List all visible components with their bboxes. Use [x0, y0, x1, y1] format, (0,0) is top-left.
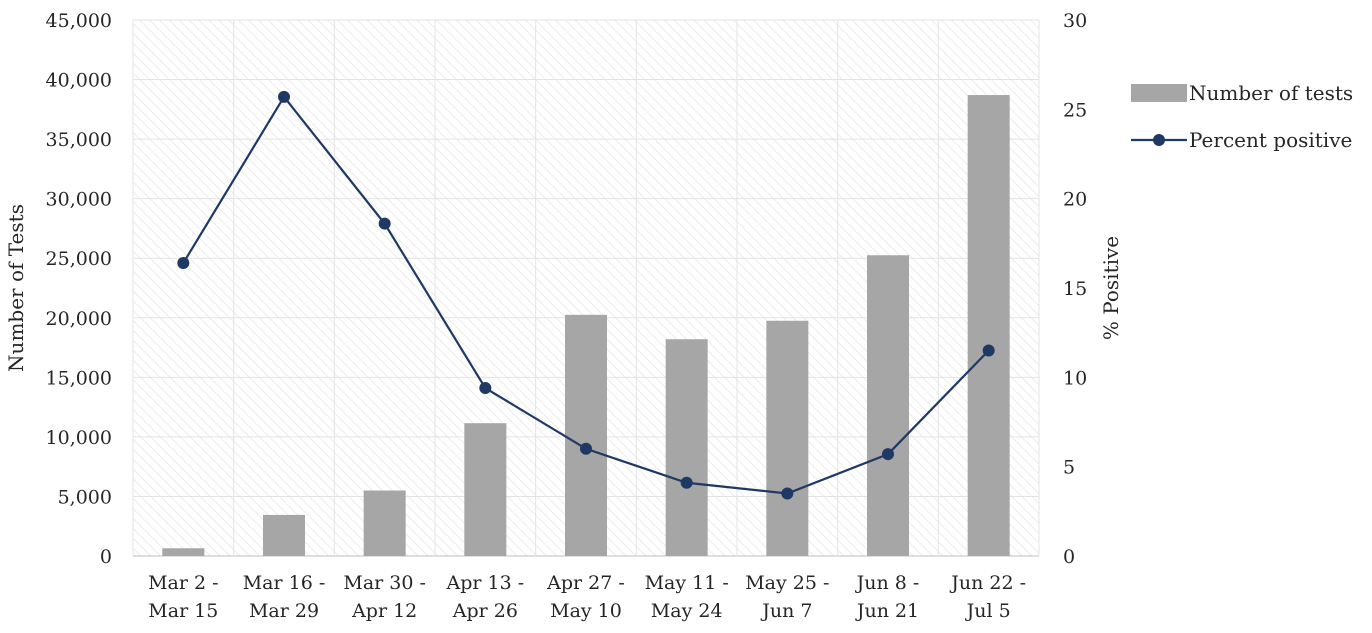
- x-tick-label: May 24: [651, 600, 723, 622]
- line-point: [278, 90, 290, 103]
- x-tick-label: Mar 30 -: [343, 572, 426, 594]
- x-tick-label: Apr 27 -: [546, 572, 625, 594]
- line-point: [177, 256, 190, 269]
- y2-axis-title: % Positive: [1099, 236, 1123, 340]
- bar: [464, 423, 507, 556]
- x-tick-label: Jun 21: [855, 600, 919, 622]
- line-point: [479, 382, 492, 395]
- y2-tick-label: 20: [1063, 189, 1087, 211]
- right-axis-tick-labels: 0 5 10 15 20 25 30: [1063, 10, 1087, 568]
- line-point: [882, 448, 894, 461]
- legend-swatch-marker: [1153, 134, 1165, 146]
- line-series-percent-positive: [177, 90, 995, 500]
- line-point: [680, 476, 693, 489]
- legend: Number of tests Percent positive: [1131, 81, 1353, 152]
- bar: [363, 490, 406, 556]
- bar: [162, 548, 205, 556]
- line-point: [378, 217, 391, 230]
- bar: [867, 255, 909, 556]
- x-axis-tick-labels: Mar 2 - Mar 15 Mar 16 - Mar 29 Mar 30 - Apr 1…: [148, 572, 1026, 622]
- y-tick-label: 10,000: [46, 427, 112, 449]
- left-axis-tick-labels: 0 5,000 10,000 15,000 20,000 25,000 30,000 35,0…: [46, 10, 112, 568]
- gridlines: [132, 19, 1040, 557]
- y2-tick-label: 30: [1063, 10, 1087, 32]
- y-tick-label: 30,000: [46, 189, 112, 211]
- x-tick-label: Apr 26: [452, 600, 518, 622]
- x-tick-label: Jun 7: [760, 600, 812, 622]
- legend-swatch-bar: [1131, 84, 1187, 102]
- y-tick-label: 40,000: [46, 70, 112, 92]
- x-tick-label: Jun 8 -: [855, 572, 920, 594]
- y2-tick-label: 25: [1063, 99, 1087, 121]
- y2-tick-label: 0: [1063, 546, 1075, 568]
- x-tick-label: May 11 -: [645, 572, 729, 594]
- bar: [967, 95, 1010, 556]
- y2-tick-label: 10: [1063, 367, 1087, 389]
- x-tick-label: May 25 -: [745, 572, 829, 594]
- y-tick-label: 5,000: [58, 486, 112, 508]
- x-tick-label: Jun 22 -: [949, 572, 1026, 594]
- x-tick-label: Jul 5: [965, 600, 1011, 622]
- y-tick-label: 25,000: [46, 248, 112, 270]
- line-point: [982, 344, 995, 357]
- bar-series-tests: [162, 95, 1010, 556]
- y-axis-title: Number of Tests: [4, 204, 28, 372]
- bar: [565, 314, 607, 556]
- legend-label-tests: Number of tests: [1189, 81, 1353, 105]
- y-tick-label: 0: [100, 546, 112, 568]
- y-tick-label: 15,000: [46, 367, 112, 389]
- y-tick-label: 45,000: [46, 10, 112, 32]
- line-point: [781, 487, 794, 500]
- line-point: [580, 442, 592, 455]
- y2-tick-label: 15: [1063, 278, 1087, 300]
- x-tick-label: Apr 13 -: [446, 572, 525, 594]
- y2-tick-label: 5: [1063, 457, 1075, 479]
- x-tick-label: May 10: [550, 600, 622, 622]
- y-tick-label: 20,000: [46, 308, 112, 330]
- y-tick-label: 35,000: [46, 129, 112, 151]
- x-tick-label: Mar 29: [249, 600, 319, 622]
- bar: [263, 514, 305, 556]
- bar: [766, 320, 809, 556]
- bar: [665, 339, 708, 556]
- x-tick-label: Mar 15: [148, 600, 218, 622]
- x-tick-label: Mar 2 -: [148, 572, 218, 594]
- x-tick-label: Mar 16 -: [243, 572, 326, 594]
- x-tick-label: Apr 12: [351, 600, 417, 622]
- legend-label-percent: Percent positive: [1189, 128, 1352, 152]
